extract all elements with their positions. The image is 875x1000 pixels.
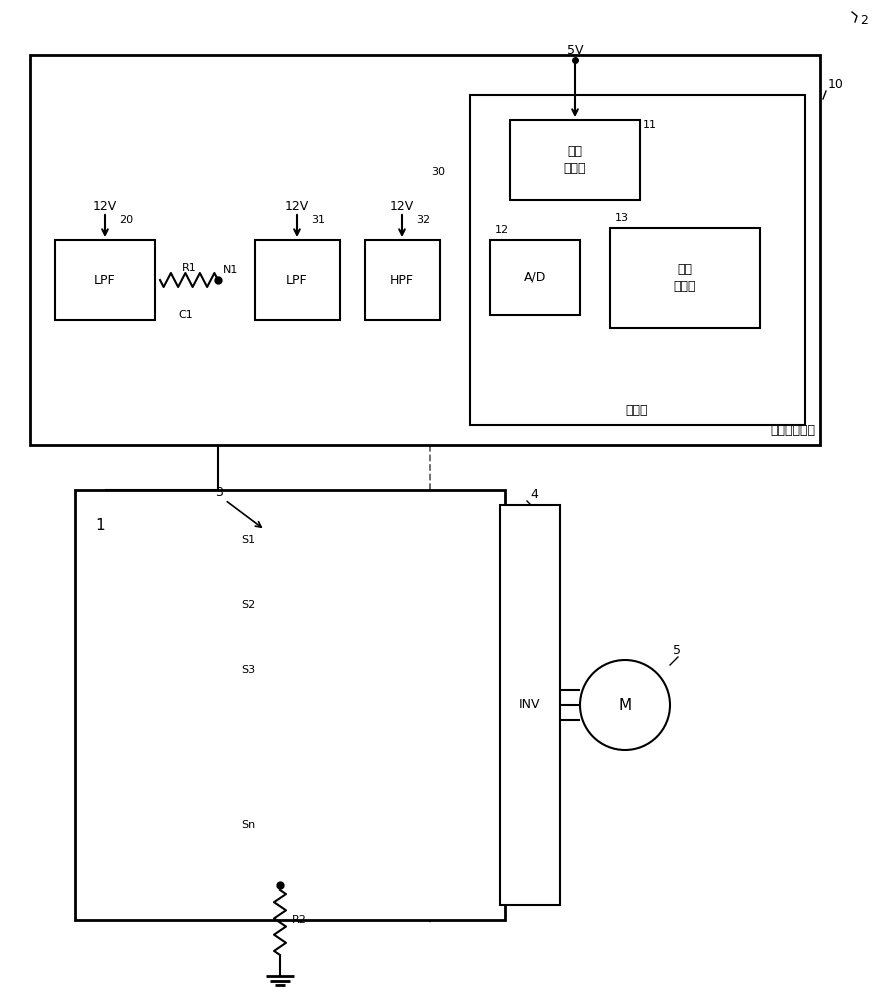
Text: 2: 2: [860, 13, 868, 26]
Bar: [75, 490, 505, 920]
Text: 接地检测装置: 接地检测装置: [770, 424, 815, 437]
Text: 5V: 5V: [567, 43, 584, 56]
Text: 12V: 12V: [93, 200, 117, 213]
Text: A/D: A/D: [524, 270, 546, 284]
Bar: [30, 55, 820, 445]
Text: 30: 30: [431, 167, 445, 177]
Text: 20: 20: [119, 215, 133, 225]
Text: 控制部: 控制部: [626, 403, 648, 416]
Text: HPF: HPF: [390, 273, 414, 286]
Text: 5: 5: [673, 644, 681, 657]
Text: 31: 31: [311, 215, 325, 225]
Text: LPF: LPF: [94, 273, 116, 286]
Bar: [240, 185, 450, 380]
Bar: [510, 120, 640, 200]
Text: S3: S3: [241, 665, 255, 675]
Bar: [55, 240, 155, 320]
Text: S1: S1: [241, 535, 255, 545]
Text: LPF: LPF: [286, 273, 308, 286]
Text: 10: 10: [828, 79, 844, 92]
Bar: [365, 240, 440, 320]
Text: Sn: Sn: [241, 820, 255, 830]
Text: N1: N1: [223, 265, 238, 275]
Text: 接地
判定部: 接地 判定部: [674, 263, 696, 293]
Text: R1: R1: [182, 263, 196, 273]
Text: S2: S2: [241, 600, 255, 610]
Text: 1: 1: [95, 518, 105, 532]
Text: 3: 3: [215, 487, 223, 499]
Text: 4: 4: [530, 488, 538, 502]
Text: 12V: 12V: [390, 200, 414, 213]
Bar: [500, 505, 560, 905]
Text: 12V: 12V: [285, 200, 309, 213]
Text: R2: R2: [292, 915, 307, 925]
Text: 11: 11: [643, 120, 657, 130]
Text: 12: 12: [495, 225, 509, 235]
Text: 32: 32: [416, 215, 430, 225]
Text: M: M: [619, 698, 632, 712]
Text: INV: INV: [519, 698, 541, 712]
Text: 局部
振荡器: 局部 振荡器: [564, 145, 586, 175]
Bar: [470, 95, 805, 425]
Text: C1: C1: [178, 310, 193, 320]
Bar: [610, 228, 760, 328]
Circle shape: [580, 660, 670, 750]
Text: 13: 13: [615, 213, 629, 223]
Bar: [255, 240, 340, 320]
Bar: [490, 240, 580, 315]
